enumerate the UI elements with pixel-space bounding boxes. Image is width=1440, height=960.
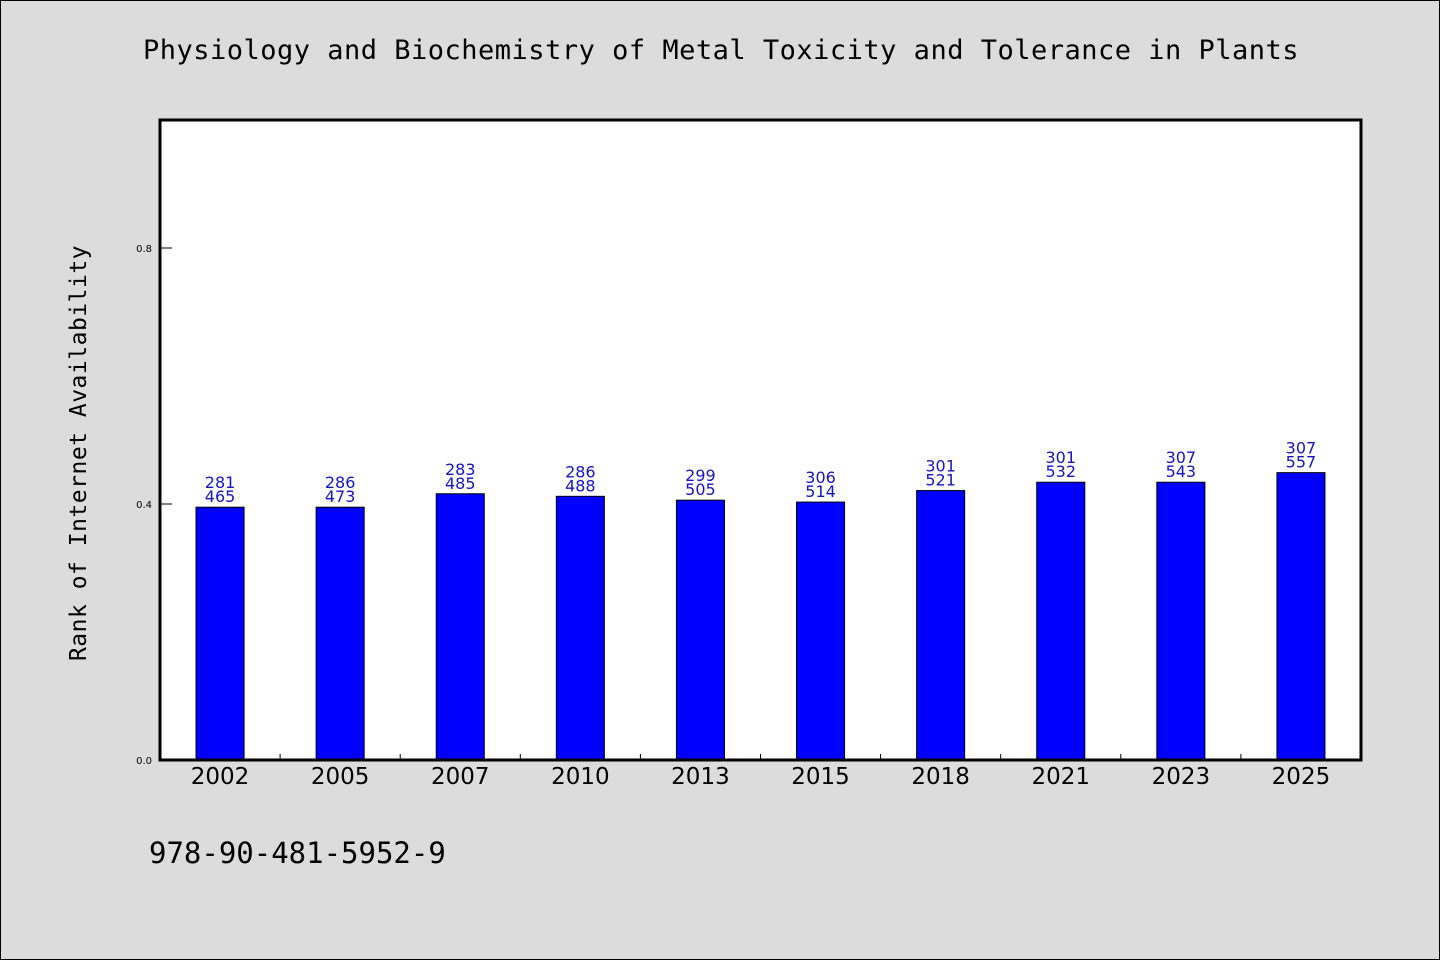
bar-label-upper: 301: [925, 457, 956, 476]
y-tick-label: 0.8: [136, 244, 152, 255]
bar-label-upper: 307: [1166, 448, 1197, 467]
y-tick-label: 0.4: [136, 500, 152, 511]
bar-label-upper: 307: [1286, 439, 1317, 458]
bar-label-lower: 488: [565, 476, 596, 495]
bar: [1276, 472, 1326, 761]
plot-border: [158, 118, 1363, 762]
x-tick-label: 2013: [671, 764, 730, 790]
x-tick-label: 2002: [191, 764, 250, 790]
bar-label-upper: 283: [445, 460, 476, 479]
x-tick-label: 2021: [1031, 764, 1090, 790]
bar-label-lower: 532: [1045, 462, 1076, 481]
y-tick-label: 0.0: [136, 756, 152, 767]
isbn-text: 978-90-481-5952-9: [149, 836, 446, 870]
bar: [1036, 481, 1086, 761]
x-tick-label: 2025: [1272, 764, 1331, 790]
bar: [1156, 481, 1206, 761]
bar-label-lower: 505: [685, 480, 716, 499]
bar-label-lower: 557: [1286, 453, 1317, 472]
x-tick-label: 2023: [1152, 764, 1211, 790]
bar-label-upper: 306: [805, 468, 836, 487]
bar: [435, 493, 485, 761]
bar-label-lower: 521: [925, 471, 956, 490]
bar: [675, 499, 725, 761]
x-tick-label: 2010: [551, 764, 610, 790]
bar-label-lower: 473: [325, 487, 356, 506]
bar-label-lower: 514: [805, 482, 836, 501]
bar-label-upper: 299: [685, 466, 716, 485]
x-tick-label: 2015: [791, 764, 850, 790]
bar: [796, 501, 846, 761]
bar: [195, 506, 245, 761]
bar-label-upper: 281: [205, 473, 236, 492]
bar-label-upper: 286: [325, 473, 356, 492]
x-tick-label: 2018: [911, 764, 970, 790]
bar: [315, 506, 365, 761]
bar: [555, 495, 605, 761]
bar-label-lower: 485: [445, 474, 476, 493]
x-tick-label: 2007: [431, 764, 490, 790]
bar-label-upper: 286: [565, 462, 596, 481]
bar-label-lower: 543: [1166, 462, 1197, 481]
bar-label-upper: 301: [1045, 448, 1076, 467]
bar: [916, 490, 966, 761]
bar-label-lower: 465: [205, 487, 236, 506]
x-tick-label: 2005: [311, 764, 370, 790]
chart-title: Physiology and Biochemistry of Metal Tox…: [142, 35, 1300, 66]
